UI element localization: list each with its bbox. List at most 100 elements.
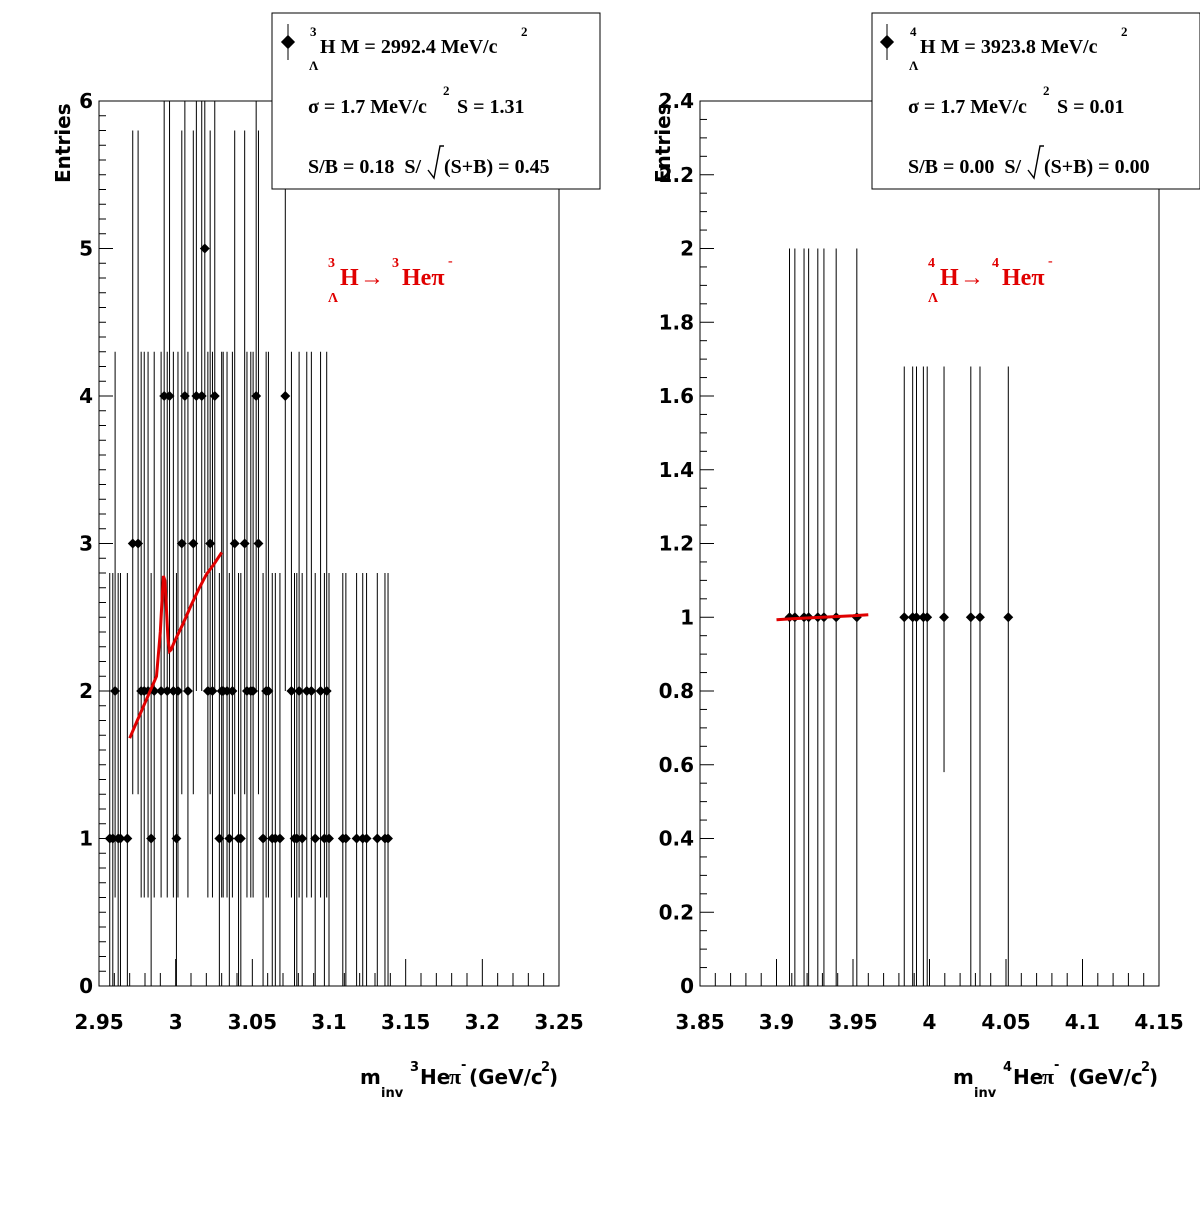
left-decay-minus: - [448, 254, 453, 269]
left-data-point [209, 391, 220, 401]
left-stats-box: 3 Λ H M = 2992.4 MeV/c 2 σ = 1.7 MeV/c 2… [271, 12, 601, 190]
right-stats-line3b: (S+B) = 0.00 [1044, 156, 1150, 178]
left-data-point [229, 538, 240, 549]
left-xlabel-minus: - [461, 1058, 466, 1073]
left-data-point [361, 833, 372, 844]
right-y-tick-label: 0.8 [659, 679, 694, 703]
left-x-axis-label: m inv 3 He π - (GeV/c 2 ) [360, 1058, 558, 1101]
left-x-tick-label: 3.25 [534, 1010, 583, 1034]
left-data-point [127, 538, 138, 549]
left-data-point [164, 391, 175, 401]
right-stats-line2b: S = 0.01 [1057, 96, 1125, 118]
left-data-point [199, 243, 210, 254]
right-y-tick-label: 1 [680, 605, 694, 629]
right-data-point [1003, 612, 1014, 623]
right-decay-h: H [940, 265, 959, 291]
right-decay-minus: - [1048, 254, 1053, 269]
right-stats-lambda: Λ [909, 58, 919, 73]
right-sqrt-sign [1027, 145, 1044, 180]
left-data-marks [104, 101, 393, 986]
left-stats-frame [271, 12, 601, 190]
left-data-point [179, 391, 190, 401]
right-y-tick-label: 1.6 [659, 384, 694, 408]
right-stats-line2-sup: 2 [1043, 83, 1050, 98]
left-fit-curve [128, 551, 223, 739]
right-x-tick-label: 4.1 [1065, 1010, 1100, 1034]
left-x-tick-label: 3 [169, 1010, 183, 1034]
left-data-point [224, 833, 235, 844]
left-x-tick-label: 3.1 [311, 1010, 346, 1034]
left-data-point [324, 833, 334, 844]
right-y-tick-label: 1.8 [659, 310, 694, 334]
left-decay-label: 3 H Λ → 3 Heπ - [328, 254, 453, 306]
right-data-point [975, 612, 985, 623]
right-decay-he: Heπ [1002, 265, 1044, 291]
left-decay-sup2: 3 [392, 256, 399, 271]
right-y-tick-label: 0.4 [659, 827, 694, 851]
left-decay-he: Heπ [402, 265, 444, 291]
right-x-tick-label: 4 [923, 1010, 937, 1034]
left-data-point [280, 391, 291, 401]
left-data-point [133, 538, 144, 549]
left-data-point [196, 391, 207, 401]
left-y-axis-label: Entries [51, 103, 75, 183]
left-data-point [310, 833, 321, 844]
right-y-tick-label: 2 [680, 237, 694, 261]
left-stats-line1-sup: 2 [521, 24, 528, 39]
right-xlabel-sup: 4 [1003, 1060, 1012, 1075]
left-data-point [321, 686, 332, 696]
left-x-tick-label: 3.05 [228, 1010, 277, 1034]
left-data-point [173, 686, 183, 696]
left-data-point [115, 833, 126, 844]
left-data-point [263, 686, 274, 696]
left-decay-sup1: 3 [328, 256, 335, 271]
right-data-point [911, 612, 922, 623]
left-x-tick-label: 3.15 [381, 1010, 430, 1034]
left-data-point [253, 538, 264, 549]
right-y-axis-label: Entries [651, 103, 675, 183]
right-data-point [965, 612, 976, 623]
right-xlabel-m: m [953, 1065, 974, 1089]
right-xlabel-he: He [1013, 1065, 1043, 1089]
left-xlabel-unit: (GeV/c [462, 1065, 543, 1089]
left-decay-h: H [340, 265, 359, 291]
left-y-tick-label: 2 [79, 679, 93, 703]
left-data-point [351, 833, 362, 844]
left-sqrt-sign [427, 145, 444, 180]
left-y-tick-label: 5 [79, 237, 93, 261]
right-stats-line3a: S/B = 0.00 S/ [908, 156, 1022, 178]
right-data-point [922, 612, 933, 623]
left-panel: 2.95 3 3.05 3.1 3.15 3.2 3.25 0 1 2 3 4 5 6 Entries m… [51, 12, 601, 1101]
left-data-point [248, 686, 259, 696]
right-decay-arrow: → [960, 265, 984, 291]
left-data-point [156, 686, 167, 696]
left-xlabel-he: He [420, 1065, 450, 1089]
left-y-tick-label: 0 [79, 974, 93, 998]
left-data-point [294, 686, 305, 696]
right-data-point [939, 612, 949, 623]
left-data-point [146, 833, 157, 844]
right-x-tick-label: 3.9 [759, 1010, 794, 1034]
left-data-point [159, 391, 170, 401]
right-y-tick-label: 1.4 [659, 458, 694, 482]
right-y-tick-label: 1.2 [659, 532, 694, 556]
left-x-tick-label: 2.95 [74, 1010, 123, 1034]
right-xlabel-unit: (GeV/c [1055, 1065, 1143, 1089]
left-stats-sup: 3 [310, 24, 317, 39]
left-data-point [274, 833, 285, 844]
right-stats-line2a: σ = 1.7 MeV/c [908, 96, 1027, 118]
left-data-point [182, 686, 193, 696]
left-stats-line2b: S = 1.31 [457, 96, 525, 118]
left-stats-line3a: S/B = 0.18 S/ [308, 156, 422, 178]
right-y-tick-label: 0.6 [659, 753, 694, 777]
left-ticks: 2.95 3 3.05 3.1 3.15 3.2 3.25 0 1 2 3 4 5 6 [74, 89, 583, 1034]
right-xlabel-sub: inv [974, 1086, 997, 1101]
left-y-tick-label: 1 [79, 827, 93, 851]
right-stats-line1-sup: 2 [1121, 24, 1128, 39]
right-x-tick-label: 3.85 [675, 1010, 724, 1034]
left-xlabel-m: m [360, 1065, 381, 1089]
left-data-point [235, 833, 246, 844]
left-data-point [122, 833, 133, 844]
right-x-tick-label: 3.95 [828, 1010, 877, 1034]
left-data-point [340, 833, 351, 844]
